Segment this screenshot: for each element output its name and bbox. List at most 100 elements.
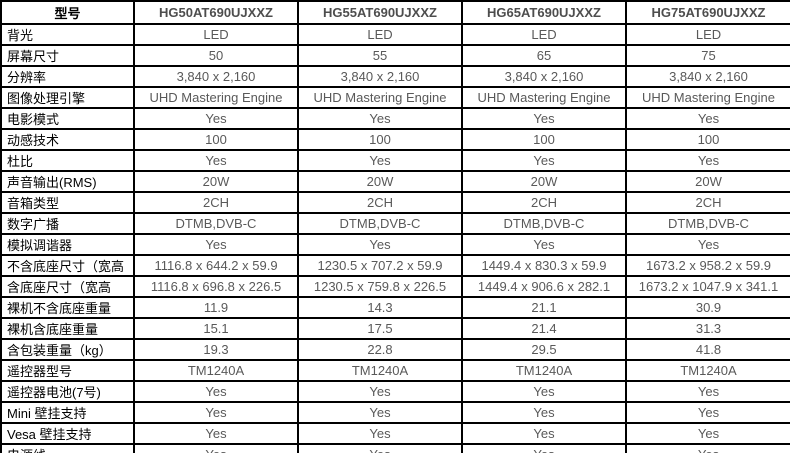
- spec-row-value: 20W: [461, 170, 627, 193]
- spec-row-value: UHD Mastering Engine: [625, 86, 790, 109]
- spec-row-value: Yes: [297, 422, 463, 445]
- spec-row: 含底座尺寸（宽高 1116.8 x 696.8 x 226.5 1230.5 x 7…: [0, 275, 790, 298]
- spec-row-value: Yes: [133, 233, 299, 256]
- spec-row-value: Yes: [133, 422, 299, 445]
- spec-row-label: 动感技术: [0, 128, 135, 151]
- spec-row-label: 声音输出(RMS): [0, 170, 135, 193]
- spec-row-value: 3,840 x 2,160: [133, 65, 299, 88]
- spec-row-value: UHD Mastering Engine: [461, 86, 627, 109]
- spec-row-value: 41.8: [625, 338, 790, 361]
- header-model-1: HG50AT690UJXXZ: [133, 0, 299, 25]
- spec-row-label: Mini 壁挂支持: [0, 401, 135, 424]
- spec-row-value: Yes: [133, 443, 299, 453]
- spec-row-value: 3,840 x 2,160: [625, 65, 790, 88]
- spec-row-value: 100: [297, 128, 463, 151]
- spec-row-value: 1673.2 x 958.2 x 59.9: [625, 254, 790, 277]
- spec-row-value: Yes: [461, 107, 627, 130]
- spec-row-label: 电影模式: [0, 107, 135, 130]
- spec-row-value: Yes: [133, 401, 299, 424]
- spec-row: 动感技术 100 100 100 100: [0, 128, 790, 151]
- spec-row-value: 1673.2 x 1047.9 x 341.1: [625, 275, 790, 298]
- spec-row-value: 65: [461, 44, 627, 67]
- spec-row-value: 1116.8 x 644.2 x 59.9: [133, 254, 299, 277]
- spec-row-value: 19.3: [133, 338, 299, 361]
- spec-row-value: UHD Mastering Engine: [297, 86, 463, 109]
- spec-row-value: UHD Mastering Engine: [133, 86, 299, 109]
- spec-row-label: 含底座尺寸（宽高: [0, 275, 135, 298]
- spec-row: 不含底座尺寸（宽高 1116.8 x 644.2 x 59.9 1230.5 x 7…: [0, 254, 790, 277]
- spec-row-value: Yes: [625, 422, 790, 445]
- spec-row-value: Yes: [461, 443, 627, 453]
- spec-row-value: 1116.8 x 696.8 x 226.5: [133, 275, 299, 298]
- spec-row-value: TM1240A: [297, 359, 463, 382]
- spec-row-value: Yes: [461, 422, 627, 445]
- spec-row-value: TM1240A: [133, 359, 299, 382]
- spec-row-value: Yes: [461, 401, 627, 424]
- spec-row-label: 屏幕尺寸: [0, 44, 135, 67]
- spec-row-value: LED: [461, 23, 627, 46]
- spec-row-value: DTMB,DVB-C: [133, 212, 299, 235]
- spec-row-label: Vesa 壁挂支持: [0, 422, 135, 445]
- spec-row-value: 31.3: [625, 317, 790, 340]
- spec-row: 遥控器电池(7号) Yes Yes Yes Yes: [0, 380, 790, 403]
- spec-row-value: TM1240A: [625, 359, 790, 382]
- spec-row-value: Yes: [297, 443, 463, 453]
- spec-row-value: Yes: [297, 149, 463, 172]
- spec-row: 数字广播 DTMB,DVB-C DTMB,DVB-C DTMB,DVB-C DTMB,D…: [0, 212, 790, 235]
- spec-row-value: 55: [297, 44, 463, 67]
- spec-row-label: 裸机不含底座重量: [0, 296, 135, 319]
- spec-row-value: Yes: [297, 107, 463, 130]
- spec-row-value: TM1240A: [461, 359, 627, 382]
- spec-row: 模拟调谐器 Yes Yes Yes Yes: [0, 233, 790, 256]
- spec-row: 屏幕尺寸 50 55 65 75: [0, 44, 790, 67]
- spec-row-value: 3,840 x 2,160: [461, 65, 627, 88]
- spec-row: 含包装重量（kg） 19.3 22.8 29.5 41.8: [0, 338, 790, 361]
- spec-row-value: LED: [133, 23, 299, 46]
- spec-row-value: 1449.4 x 906.6 x 282.1: [461, 275, 627, 298]
- spec-row-label: 遥控器电池(7号): [0, 380, 135, 403]
- spec-row-value: 20W: [625, 170, 790, 193]
- spec-row: 图像处理引擎 UHD Mastering Engine UHD Mastering …: [0, 86, 790, 109]
- spec-row: 遥控器型号 TM1240A TM1240A TM1240A TM1240A: [0, 359, 790, 382]
- spec-row-value: 21.1: [461, 296, 627, 319]
- spec-row-label: 模拟调谐器: [0, 233, 135, 256]
- spec-row: 音箱类型 2CH 2CH 2CH 2CH: [0, 191, 790, 214]
- spec-row-value: DTMB,DVB-C: [461, 212, 627, 235]
- spec-row-value: 20W: [297, 170, 463, 193]
- spec-row-label: 遥控器型号: [0, 359, 135, 382]
- spec-row: 分辨率 3,840 x 2,160 3,840 x 2,160 3,840 x 2,1…: [0, 65, 790, 88]
- spec-row-value: LED: [297, 23, 463, 46]
- spec-row-value: 1230.5 x 759.8 x 226.5: [297, 275, 463, 298]
- spec-row-label: 含包装重量（kg）: [0, 338, 135, 361]
- spec-row-value: 22.8: [297, 338, 463, 361]
- spec-row-value: Yes: [133, 380, 299, 403]
- spec-row-value: DTMB,DVB-C: [625, 212, 790, 235]
- spec-row: 声音输出(RMS) 20W 20W 20W 20W: [0, 170, 790, 193]
- spec-row: 电源线YesYesYesYes: [0, 443, 790, 453]
- spec-row-value: LED: [625, 23, 790, 46]
- spec-row-value: 15.1: [133, 317, 299, 340]
- spec-row-label: 裸机含底座重量: [0, 317, 135, 340]
- spec-row-value: Yes: [625, 380, 790, 403]
- spec-row: Mini 壁挂支持 Yes Yes Yes Yes: [0, 401, 790, 424]
- header-model-3: HG65AT690UJXXZ: [461, 0, 627, 25]
- spec-row-value: 30.9: [625, 296, 790, 319]
- header-model-2: HG55AT690UJXXZ: [297, 0, 463, 25]
- spec-row-value: Yes: [297, 401, 463, 424]
- spec-row-label: 图像处理引擎: [0, 86, 135, 109]
- spec-row-value: Yes: [461, 380, 627, 403]
- spec-row-value: 29.5: [461, 338, 627, 361]
- spec-row-value: Yes: [297, 233, 463, 256]
- header-model-4: HG75AT690UJXXZ: [625, 0, 790, 25]
- spec-row-label: 电源线: [0, 443, 135, 453]
- header-model-label: 型号: [0, 0, 135, 25]
- spec-row-value: Yes: [625, 401, 790, 424]
- spec-row-value: 1230.5 x 707.2 x 59.9: [297, 254, 463, 277]
- spec-row-value: 2CH: [133, 191, 299, 214]
- spec-row-value: Yes: [461, 149, 627, 172]
- spec-row-value: 3,840 x 2,160: [297, 65, 463, 88]
- spec-row-value: Yes: [297, 380, 463, 403]
- spec-row-value: 2CH: [625, 191, 790, 214]
- spec-row-label: 杜比: [0, 149, 135, 172]
